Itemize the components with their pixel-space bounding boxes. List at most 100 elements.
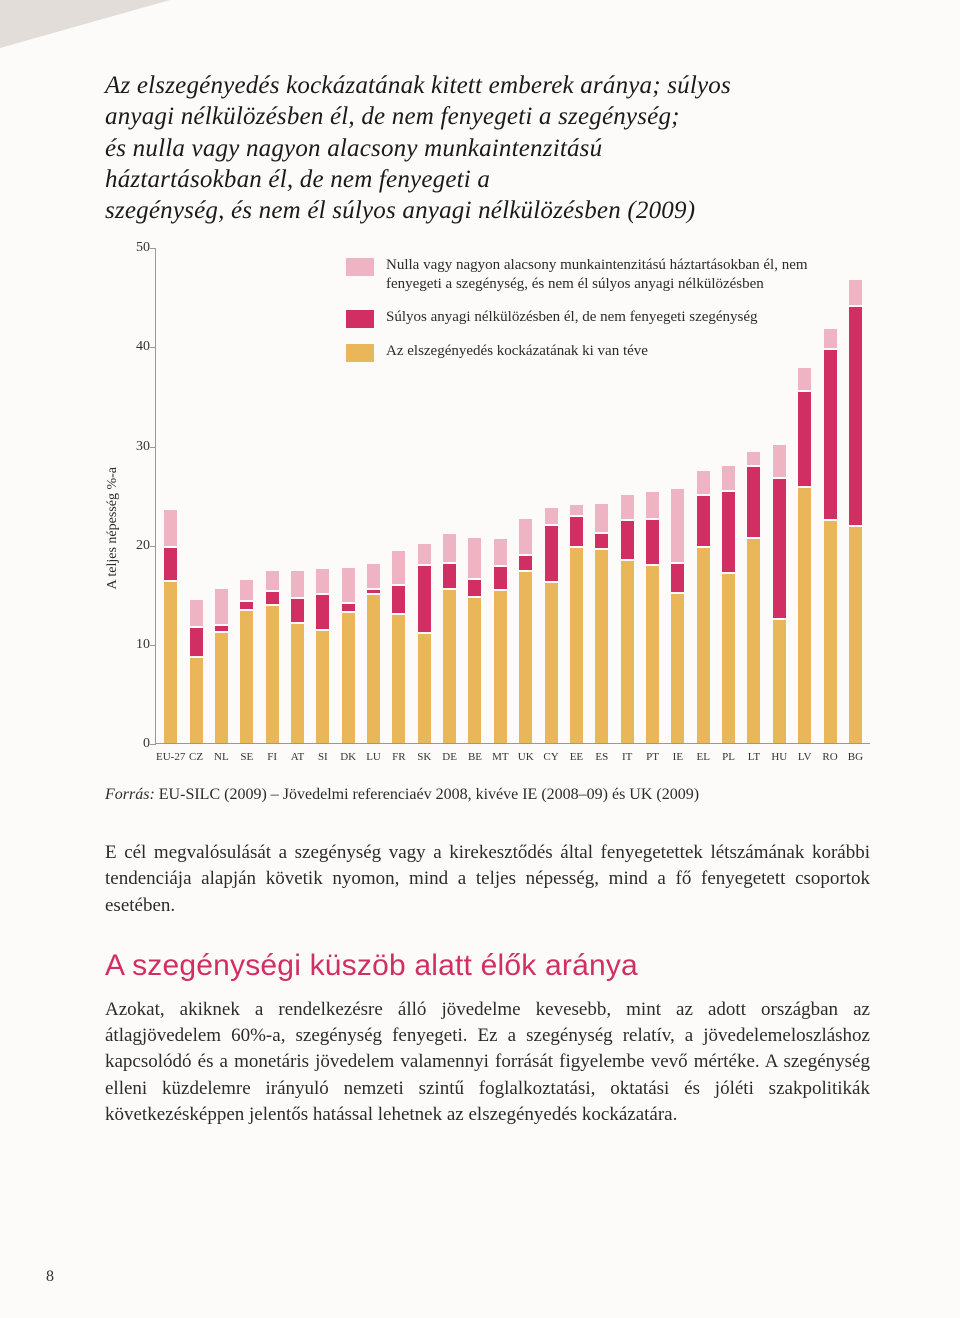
page-number: 8	[46, 1268, 54, 1286]
chart: A teljes népesség %-a Nulla vagy nagyon …	[105, 248, 870, 804]
bar-segment-sev	[190, 628, 203, 656]
bar: CZ	[183, 248, 208, 743]
bar-segment-risk	[468, 598, 481, 743]
bar-segment-sev	[773, 479, 786, 618]
page: Az elszegényedés kockázatának kitett emb…	[0, 0, 960, 1318]
bar-segment-sev	[545, 526, 558, 581]
x-tick-label: PL	[722, 751, 735, 763]
x-tick-label: DE	[442, 751, 457, 763]
bar-segment-lowwork	[824, 329, 837, 349]
bar-segment-risk	[519, 572, 532, 744]
bar: FR	[386, 248, 411, 743]
bar-segment-risk	[418, 634, 431, 743]
bar-segment-sev	[824, 350, 837, 519]
bar-segment-risk	[164, 582, 177, 744]
bar: SK	[412, 248, 437, 743]
bar-segment-risk	[545, 583, 558, 744]
bar-segment-sev	[519, 556, 532, 570]
bar-segment-risk	[824, 521, 837, 743]
bar: HU	[767, 248, 792, 743]
bar-segment-risk	[798, 488, 811, 743]
bar-segment-sev	[697, 496, 710, 546]
bar-segment-sev	[291, 599, 304, 622]
bar-segment-lowwork	[215, 589, 228, 624]
x-tick-label: CZ	[189, 751, 203, 763]
bar: EL	[691, 248, 716, 743]
bar: CY	[538, 248, 563, 743]
bar-segment-lowwork	[773, 445, 786, 478]
bar-segment-sev	[164, 548, 177, 580]
title-line: anyagi nélkülözésben él, de nem fenyeget…	[105, 103, 680, 130]
title-line: háztartásokban él, de nem fenyegeti a	[105, 166, 490, 193]
bar-segment-lowwork	[164, 510, 177, 546]
x-tick-label: AT	[291, 751, 304, 763]
bar-segment-risk	[291, 624, 304, 743]
bar: UK	[513, 248, 538, 743]
bar: DK	[336, 248, 361, 743]
bar-segment-sev	[240, 602, 253, 609]
bar: LU	[361, 248, 386, 743]
bar-segment-lowwork	[316, 569, 329, 594]
bar-segment-lowwork	[849, 280, 862, 305]
x-tick-label: BG	[848, 751, 863, 763]
bar: EU-27	[158, 248, 183, 743]
title-line: szegénység, és nem él súlyos anyagi nélk…	[105, 197, 695, 224]
x-tick-label: EL	[696, 751, 709, 763]
x-tick-label: LV	[798, 751, 812, 763]
bar: IT	[614, 248, 639, 743]
bars-container: EU-27CZNLSEFIATSIDKLUFRSKDEBEMTUKCYEEESI…	[156, 248, 870, 743]
bar-segment-lowwork	[798, 368, 811, 390]
bar-segment-sev	[418, 566, 431, 632]
bar: LT	[741, 248, 766, 743]
bar-segment-risk	[621, 561, 634, 744]
bar-segment-lowwork	[240, 580, 253, 601]
bar-segment-lowwork	[595, 504, 608, 532]
bar-segment-risk	[342, 613, 355, 743]
section-heading: A szegénységi küszöb alatt élők aránya	[105, 949, 870, 983]
bar-segment-risk	[671, 594, 684, 743]
bar: PT	[640, 248, 665, 743]
source-text: EU-SILC (2009) – Jövedelmi referenciaév …	[159, 786, 699, 803]
bar-segment-risk	[773, 620, 786, 743]
page-corner-fold	[0, 0, 170, 48]
bar: EE	[564, 248, 589, 743]
bar-segment-risk	[316, 631, 329, 743]
bar-segment-sev	[215, 626, 228, 631]
x-tick-label: RO	[822, 751, 837, 763]
bar: MT	[488, 248, 513, 743]
bar-segment-sev	[671, 564, 684, 593]
bar-segment-lowwork	[418, 544, 431, 564]
bar-segment-risk	[494, 591, 507, 743]
bar-segment-lowwork	[291, 571, 304, 598]
bar: ES	[589, 248, 614, 743]
bar-segment-risk	[190, 658, 203, 743]
bar: IE	[665, 248, 690, 743]
y-tick-label: 30	[128, 439, 150, 455]
bar-segment-lowwork	[722, 466, 735, 490]
bar-segment-lowwork	[342, 568, 355, 603]
bar-segment-lowwork	[494, 539, 507, 565]
bar-segment-sev	[392, 586, 405, 614]
bar-segment-sev	[595, 534, 608, 548]
bar-segment-lowwork	[468, 538, 481, 578]
bar-segment-risk	[747, 539, 760, 743]
source-label: Forrás:	[105, 786, 155, 803]
y-tick-label: 20	[128, 538, 150, 554]
bar-segment-risk	[722, 574, 735, 744]
bar-segment-sev	[570, 517, 583, 546]
x-tick-label: FI	[267, 751, 277, 763]
bar: PL	[716, 248, 741, 743]
bar-segment-sev	[646, 520, 659, 564]
y-tick-label: 10	[128, 637, 150, 653]
x-tick-label: NL	[214, 751, 229, 763]
bar-segment-risk	[240, 611, 253, 743]
bar: NL	[209, 248, 234, 743]
bar-segment-sev	[468, 580, 481, 597]
bar-segment-lowwork	[392, 551, 405, 584]
x-tick-label: CY	[543, 751, 558, 763]
x-tick-label: DK	[340, 751, 356, 763]
bar-segment-risk	[595, 550, 608, 743]
body-paragraph-2: Azokat, akiknek a rendelkezésre álló jöv…	[105, 997, 870, 1128]
bar-segment-sev	[367, 590, 380, 594]
bar-segment-lowwork	[266, 571, 279, 591]
